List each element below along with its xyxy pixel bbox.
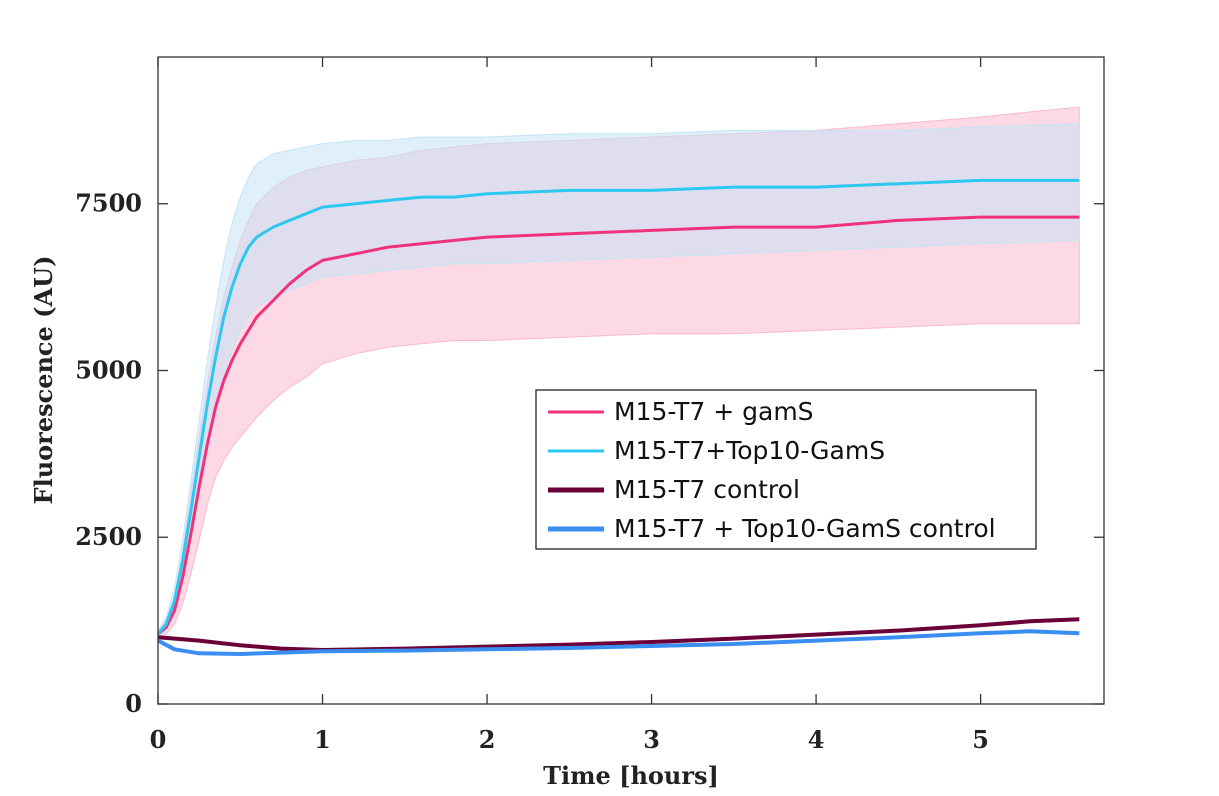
- legend: M15-T7 + gamS M15-T7+Top10-GamS M15-T7 con…: [535, 389, 1037, 550]
- x-axis-title: Time [hours]: [543, 761, 719, 790]
- plot-frame: [157, 56, 1105, 705]
- legend-box: [535, 389, 1037, 550]
- line-m15-t7-control: [157, 617, 1080, 652]
- band-m15-t7-top10-gams: [157, 123, 1080, 639]
- legend-label: M15-T7 + Top10-GamS control: [614, 514, 996, 543]
- x-tick-label: 0: [150, 725, 167, 754]
- series-lines: [156, 178, 1080, 656]
- y-tick-label: 0: [125, 689, 142, 718]
- line-m15-t7-gams: [157, 215, 1080, 636]
- legend-label: M15-T7 control: [614, 475, 800, 504]
- axis-ticks: [157, 57, 1104, 705]
- x-tick-label: 4: [808, 725, 825, 754]
- line-m15-t7-top10-gams-control: [157, 629, 1080, 656]
- line-m15-t7-top10-gams: [156, 178, 1080, 635]
- legend-label: M15-T7 + gamS: [614, 397, 814, 426]
- legend-label: M15-T7+Top10-GamS: [614, 436, 885, 465]
- x-tick-label: 2: [479, 725, 496, 754]
- x-tick-label: 3: [643, 725, 660, 754]
- x-tick-label: 1: [314, 725, 331, 754]
- y-tick-label: 5000: [75, 355, 142, 384]
- y-tick-label: 7500: [75, 189, 142, 218]
- y-tick-label: 2500: [75, 522, 142, 551]
- x-tick-label: 5: [972, 725, 989, 754]
- tick-labels: 0 1 2 3 4 5 0 2500 5000 7500: [75, 189, 989, 754]
- y-axis-title: Fluorescence (AU): [29, 256, 58, 505]
- confidence-bands: [157, 106, 1080, 639]
